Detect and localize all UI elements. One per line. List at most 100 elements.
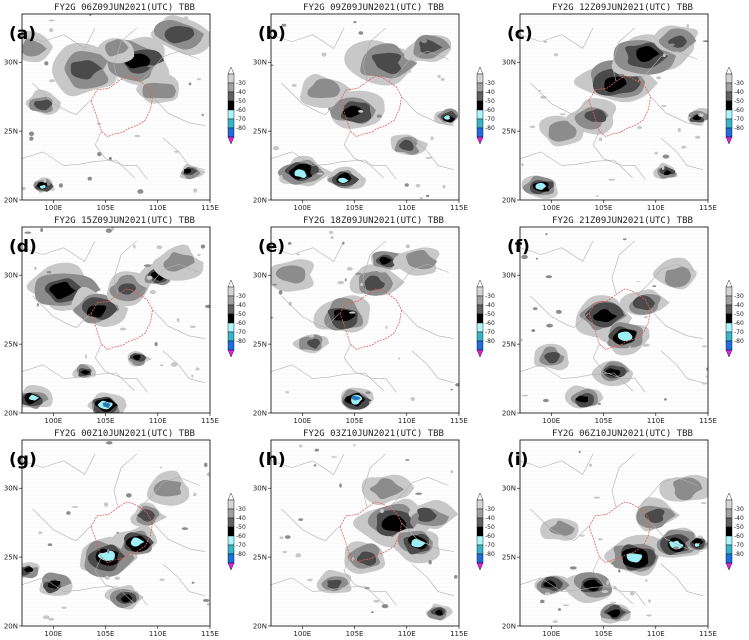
boundary-line — [650, 96, 703, 126]
cloud-speckle — [330, 456, 338, 458]
cloud-speckle — [606, 580, 610, 585]
lon-tick-label: 110E — [149, 630, 167, 638]
colorbar-level: -70 — [485, 116, 495, 123]
boundary-line — [22, 151, 136, 179]
lon-tick-label: 100E — [542, 417, 560, 425]
colorbar-swatch — [476, 304, 484, 315]
cloud-speckle — [191, 581, 195, 584]
tbb-map: 30N 25N 20N 100E 105E 110E 115E -30 -40 -50 -60 -70… — [502, 226, 744, 425]
cloud-speckle — [30, 565, 36, 568]
lon-tick-label: 105E — [595, 630, 613, 638]
cloud-speckle — [578, 450, 581, 453]
cloud-speckle — [159, 466, 162, 469]
colorbar-level: -30 — [236, 80, 246, 87]
cloud-field — [520, 16, 708, 200]
cloud-field — [520, 442, 708, 624]
colorbar-swatch — [227, 304, 235, 315]
cloud-speckle — [328, 230, 334, 234]
cloud-contour — [369, 478, 405, 500]
guizhou-border — [90, 75, 154, 138]
cloud-speckle — [407, 69, 412, 73]
cloud-field — [271, 229, 459, 411]
cloud-contour — [625, 552, 643, 564]
tbb-map: 30N 25N 20N 100E 105E 110E 115E -30 -40 -50 -60 -70… — [253, 13, 495, 212]
colorbar-swatch — [227, 127, 235, 138]
cloud-speckle — [48, 79, 55, 83]
lon-tick-label: 115E — [699, 630, 717, 638]
colorbar-level: -50 — [236, 524, 246, 531]
boundary-line — [401, 96, 454, 126]
cloud-speckle — [346, 266, 353, 271]
boundary-line — [388, 476, 449, 508]
map-frame — [21, 13, 211, 201]
colorbar-swatch — [476, 100, 484, 111]
cloud-speckle — [540, 95, 547, 99]
cloud-speckle — [677, 127, 681, 133]
lon-tick-label: 100E — [542, 204, 560, 212]
colorbar-swatch — [476, 127, 484, 138]
colorbar: -30 -40 -50 -60 -70 -80 — [476, 66, 495, 145]
colorbar-level: -40 — [236, 89, 246, 96]
cloud-speckle — [430, 136, 434, 141]
guizhou-border — [339, 501, 403, 564]
colorbar-swatch — [476, 73, 484, 84]
boundary-line — [139, 476, 200, 508]
cloud-speckle — [107, 549, 110, 554]
boundary-line — [362, 453, 387, 508]
colorbar-level: -70 — [236, 542, 246, 549]
panel-label: (i) — [507, 450, 529, 470]
cloud-speckle — [702, 40, 708, 43]
cloud-speckle — [170, 362, 178, 367]
cloud-contour — [70, 60, 103, 80]
map-frame — [21, 226, 211, 414]
cloud-contour — [663, 170, 672, 176]
cloud-contour — [22, 38, 47, 57]
colorbar-swatch — [476, 82, 484, 93]
cloud-speckle — [520, 338, 523, 342]
cloud-speckle — [371, 611, 374, 614]
boundary-line — [94, 343, 148, 393]
lat-tick-label: 20N — [502, 623, 516, 631]
cloud-speckle — [183, 16, 189, 21]
colorbar-swatch — [227, 526, 235, 537]
colorbar-level: -60 — [236, 320, 246, 327]
boundary-line — [520, 151, 634, 179]
tbb-map: 30N 25N 20N 100E 105E 110E 115E -30 -40 -50 -60 -70… — [253, 226, 495, 425]
cloud-speckle — [608, 178, 616, 181]
boundary-line — [520, 240, 594, 262]
cloud-speckle — [271, 64, 274, 67]
colorbar-swatch — [725, 340, 733, 351]
colorbar-level: -50 — [485, 524, 495, 531]
lon-tick-label: 110E — [398, 204, 416, 212]
cloud-speckle — [49, 27, 54, 33]
cloud-speckle — [47, 543, 53, 546]
panel-label: (b) — [258, 24, 286, 44]
cloud-speckle — [200, 244, 206, 249]
cloud-speckle — [403, 54, 411, 58]
colorbar: -30 -40 -50 -60 -70 -80 — [476, 492, 495, 571]
panel-label: (c) — [507, 24, 533, 44]
cloud-speckle — [405, 459, 410, 461]
lat-tick-label: 30N — [502, 59, 516, 67]
cloud-contour — [102, 402, 111, 408]
colorbar-level: -80 — [734, 338, 744, 345]
cloud-speckle — [66, 511, 71, 515]
colorbar-level: -50 — [734, 524, 744, 531]
colorbar-swatch — [725, 109, 733, 120]
cloud-speckle — [106, 441, 113, 445]
cloud-speckle — [694, 550, 700, 555]
colorbar-swatch — [227, 331, 235, 342]
lat-tick-label: 25N — [4, 341, 18, 349]
colorbar-level: -40 — [734, 515, 744, 522]
cloud-speckle — [521, 162, 524, 167]
tbb-map: 30N 25N 20N 100E 105E 110E 115E -30 -40 -50 -60 -70… — [4, 13, 246, 212]
boundary-line — [660, 350, 703, 383]
lon-tick-label: 115E — [450, 417, 468, 425]
panel-d: FY2G 15Z09JUN2021(UTC) TBB (d) 30N 25N 20N… — [0, 213, 249, 425]
cloud-speckle — [344, 278, 347, 282]
colorbar-swatch — [476, 286, 484, 297]
boundary-line — [401, 309, 454, 339]
cloud-speckle — [40, 228, 44, 232]
boundary-line — [94, 556, 148, 606]
boundary-line — [32, 82, 91, 115]
